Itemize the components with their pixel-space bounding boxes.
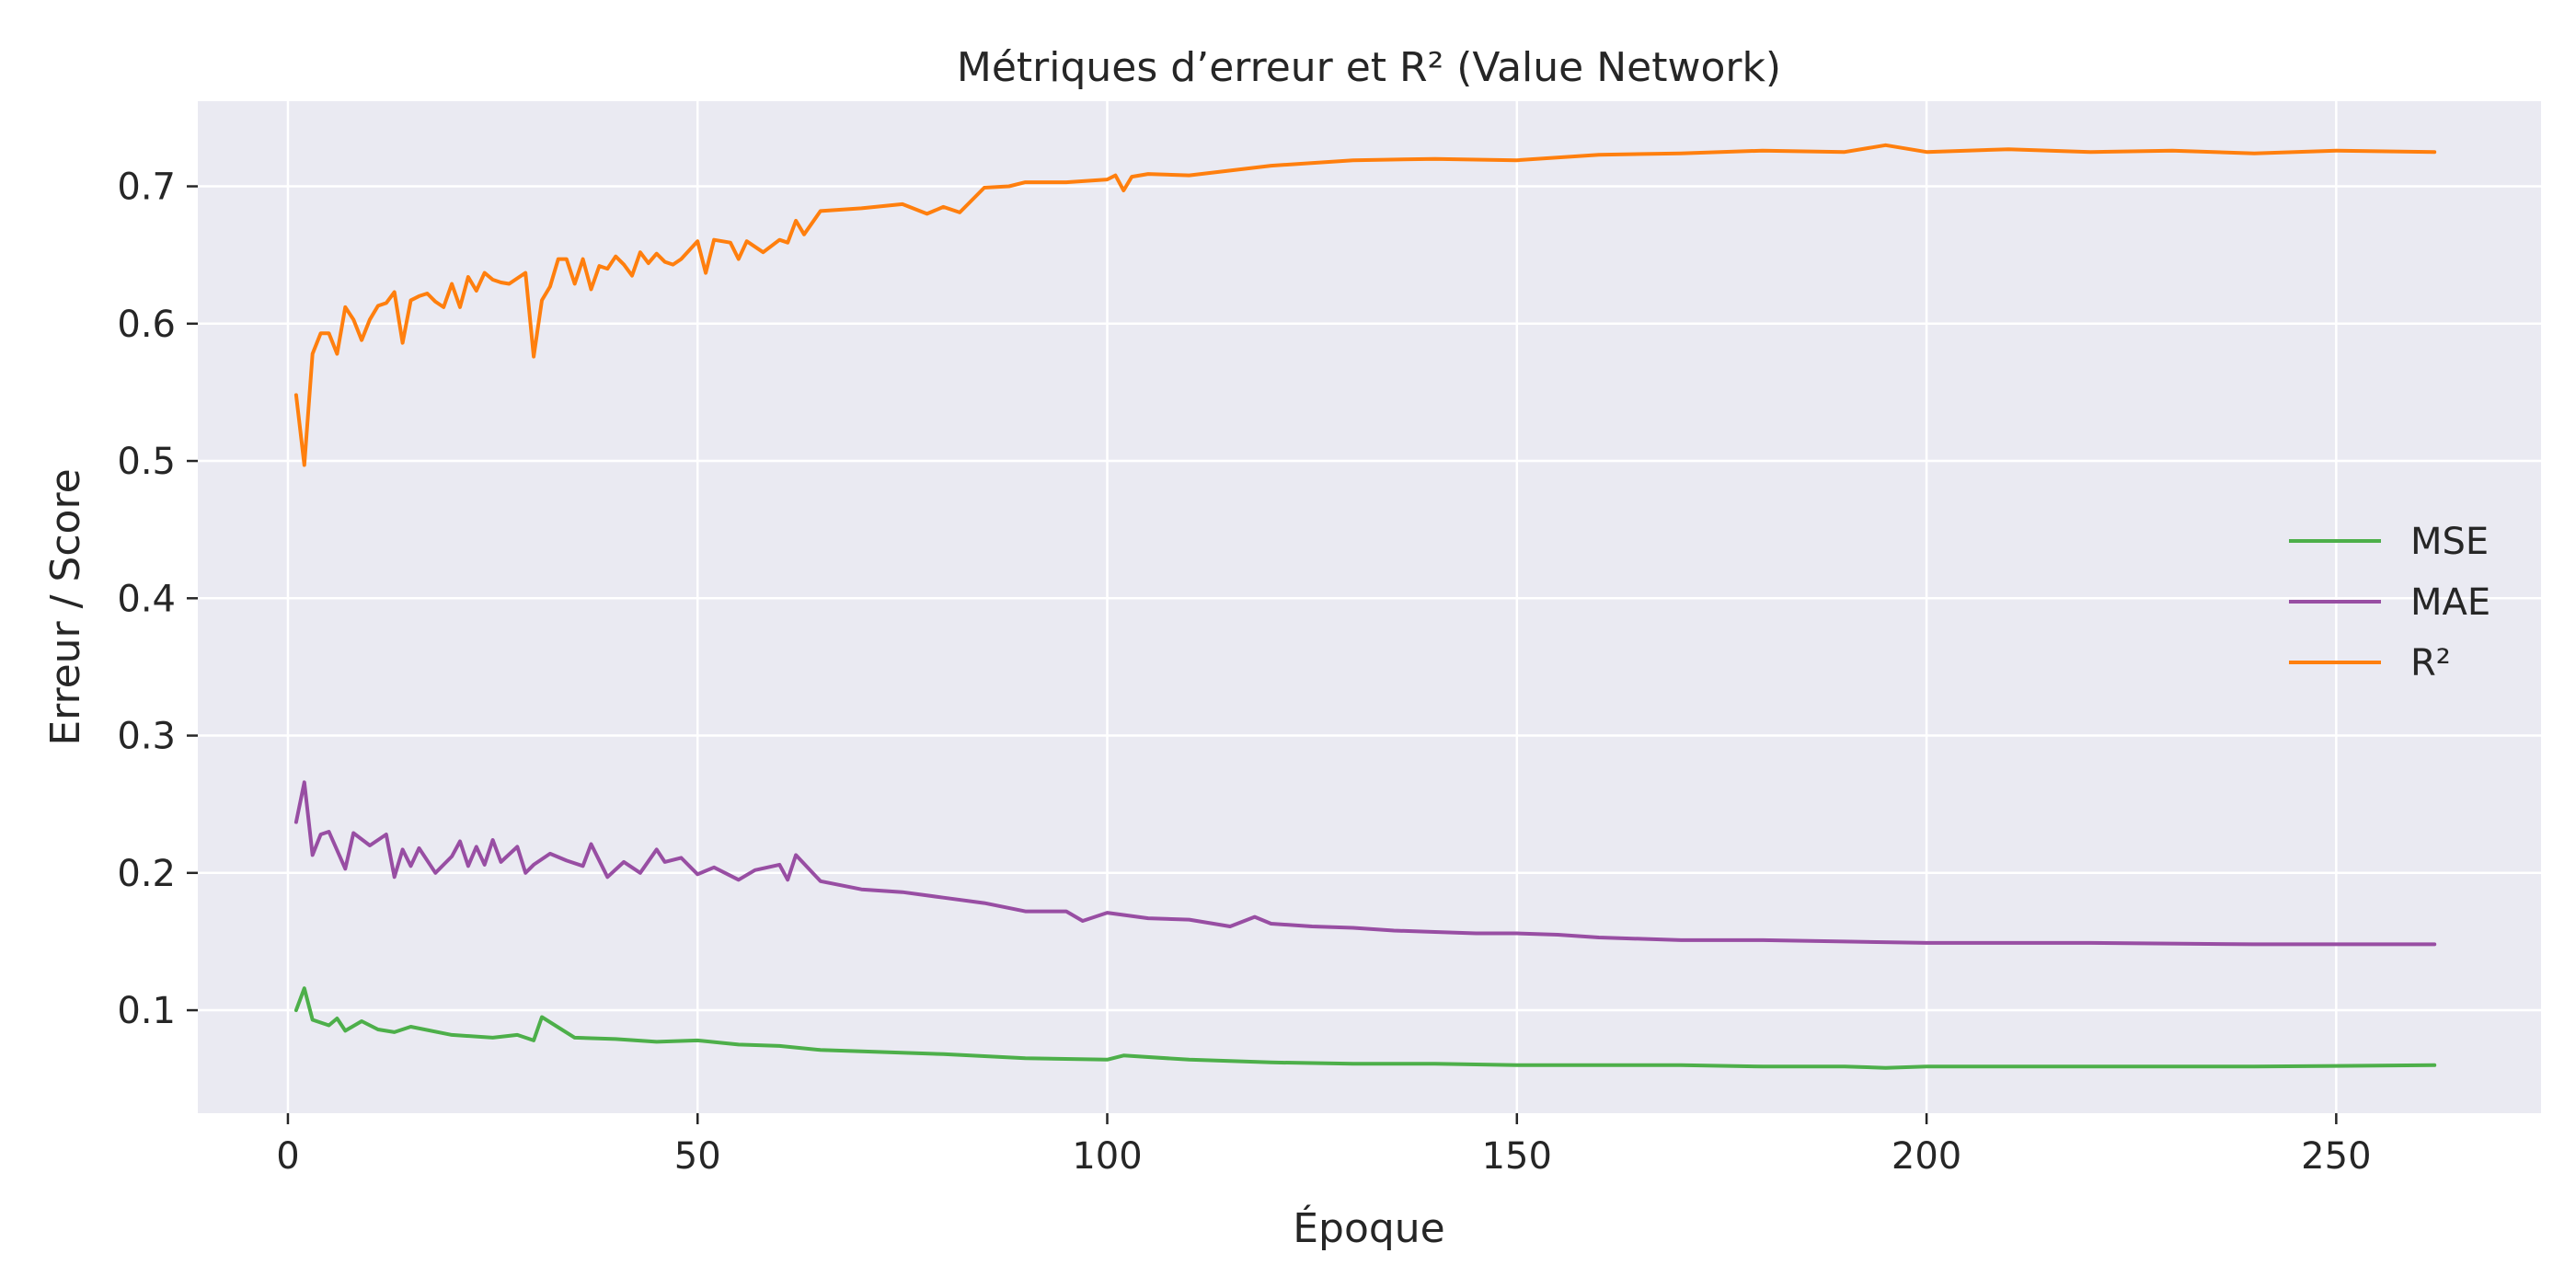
grid — [198, 101, 2541, 1113]
plot-area — [198, 101, 2541, 1113]
x-tick-label: 100 — [1072, 1135, 1142, 1178]
legend-label-r: R² — [2410, 642, 2451, 684]
y-tick-label: 0.6 — [117, 304, 176, 346]
y-tick-label: 0.5 — [117, 441, 176, 483]
x-axis-label: Époque — [1293, 1203, 1445, 1252]
y-axis-label: Erreur / Score — [42, 468, 89, 745]
x-tick-label: 200 — [1892, 1135, 1961, 1178]
y-tick-label: 0.2 — [117, 853, 176, 895]
x-tick-label: 150 — [1482, 1135, 1552, 1178]
x-tick-label: 250 — [2301, 1135, 2371, 1178]
y-tick-label: 0.1 — [117, 990, 176, 1032]
legend-label-mse: MSE — [2410, 521, 2489, 563]
x-tick-label: 50 — [674, 1135, 721, 1178]
y-tick-label: 0.3 — [117, 716, 176, 758]
series-line-mae — [293, 780, 2437, 947]
series-line-mse — [293, 986, 2437, 1070]
series-line-r — [293, 143, 2437, 467]
legend-label-mae: MAE — [2410, 581, 2490, 624]
legend: MSE MAE R² — [2289, 521, 2490, 684]
x-tick-label: 0 — [276, 1135, 299, 1178]
series-lines — [293, 143, 2437, 1070]
y-tick-label: 0.4 — [117, 578, 176, 620]
axis-ticks: 0 50 100 150 200 250 0.1 0.2 0.3 0.4 0.5 0.6 0.7 — [117, 167, 2371, 1178]
y-tick-label: 0.7 — [117, 167, 176, 209]
chart-title: Métriques d’erreur et R² (Value Network) — [957, 44, 1781, 91]
